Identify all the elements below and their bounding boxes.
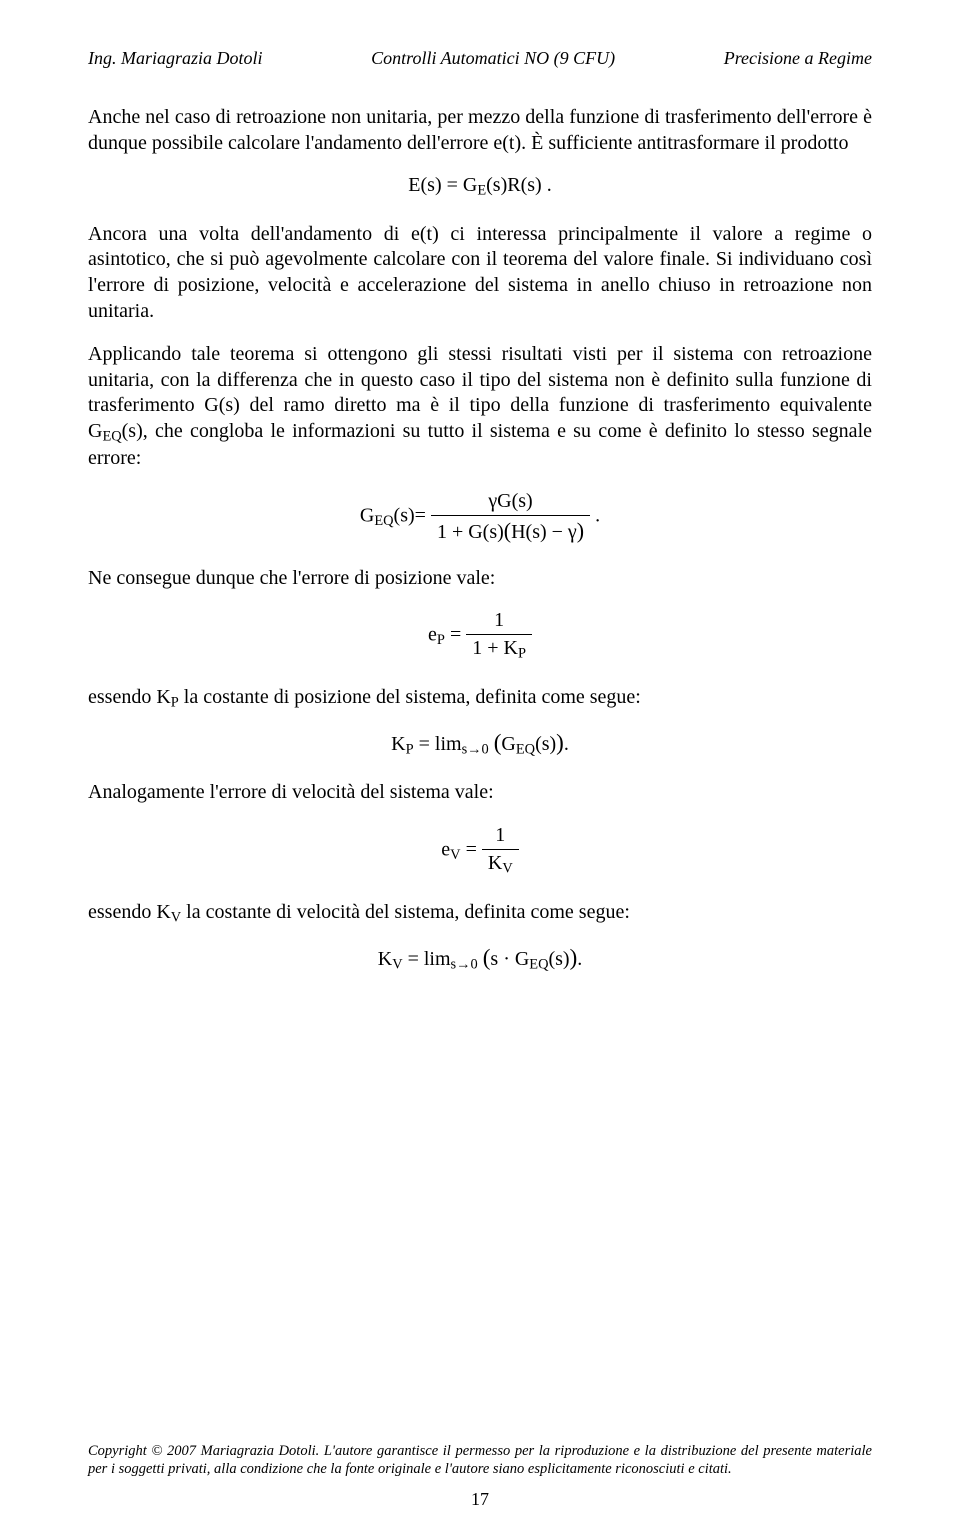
page-header: Ing. Mariagrazia Dotoli Controlli Automa…	[88, 48, 872, 69]
paragraph-3: Applicando tale teorema si ottengono gli…	[88, 342, 872, 471]
equation-6: KV = lims→0 (s · GEQ(s)).	[88, 945, 872, 974]
header-right: Precisione a Regime	[724, 48, 872, 69]
equation-4: KP = lims→0 (GEQ(s)).	[88, 730, 872, 759]
page: Ing. Mariagrazia Dotoli Controlli Automa…	[0, 0, 960, 1524]
paragraph-2: Ancora una volta dell'andamento di e(t) …	[88, 222, 872, 324]
paragraph-6: Analogamente l'errore di velocità del si…	[88, 780, 872, 806]
header-left: Ing. Mariagrazia Dotoli	[88, 48, 263, 69]
paragraph-1: Anche nel caso di retroazione non unitar…	[88, 105, 872, 156]
equation-2: GEQ(s)= γG(s) 1 + G(s)(H(s) − γ) .	[88, 490, 872, 544]
equation-5: eV = 1 KV	[88, 824, 872, 878]
footer-copyright: Copyright © 2007 Mariagrazia Dotoli. L'a…	[88, 1442, 872, 1478]
paragraph-7: essendo KV la costante di velocità del s…	[88, 900, 872, 927]
page-number: 17	[0, 1489, 960, 1510]
equation-3: eP = 1 1 + KP	[88, 609, 872, 663]
paragraph-5: essendo KP la costante di posizione del …	[88, 685, 872, 712]
equation-1: E(s) = GE(s)R(s) .	[88, 174, 872, 200]
paragraph-4: Ne consegue dunque che l'errore di posiz…	[88, 566, 872, 592]
header-center: Controlli Automatici NO (9 CFU)	[371, 48, 615, 69]
